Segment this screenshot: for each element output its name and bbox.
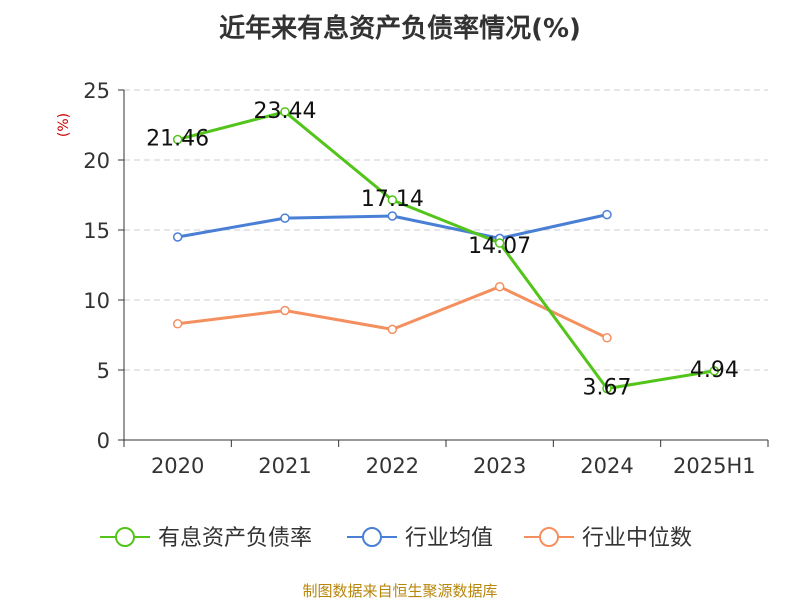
legend-marker	[115, 527, 135, 547]
y-axis-label: (%)	[56, 113, 72, 137]
x-tick-label: 2020	[151, 454, 204, 478]
x-tick-label: 2022	[366, 454, 419, 478]
data-point	[387, 195, 398, 205]
data-point	[280, 213, 290, 223]
chart-title: 近年来有息资产负债率情况(%)	[219, 14, 581, 44]
data-label: 14.07	[468, 234, 531, 259]
legend-marker	[539, 527, 559, 547]
data-label: 17.14	[361, 187, 424, 212]
data-point	[709, 366, 720, 376]
data-point	[602, 333, 612, 343]
x-tick-label: 2023	[473, 454, 526, 478]
source-note: 制图数据来自恒生聚源数据库	[302, 582, 498, 600]
legend-item[interactable]: 行业中位数	[524, 526, 692, 551]
y-tick-label: 25	[83, 79, 110, 103]
data-point	[602, 209, 612, 220]
data-point	[494, 281, 505, 292]
series-lines	[172, 107, 720, 394]
series-line-1	[177, 110, 715, 391]
data-label: 4.94	[690, 358, 739, 383]
y-tick-label: 20	[83, 149, 110, 173]
x-tick-label: 2024	[580, 454, 633, 478]
data-label: 23.44	[254, 99, 317, 124]
data-point	[280, 107, 290, 117]
legend-label: 有息资产负债率	[158, 526, 312, 551]
legend-marker	[362, 527, 382, 547]
legend-item[interactable]: 行业均值	[347, 526, 493, 551]
x-tick-label: 2025H1	[673, 454, 756, 478]
data-point	[280, 305, 290, 316]
data-point	[387, 324, 398, 335]
legend-item[interactable]: 有息资产负债率	[100, 526, 312, 551]
grid-lines	[124, 89, 768, 371]
y-tick-label: 10	[83, 289, 110, 313]
y-tick-label: 0	[97, 429, 110, 453]
data-point	[172, 134, 183, 145]
data-labels: 21.46 23.44 17.14 14.07 3.67 4.94	[146, 99, 739, 401]
legend[interactable]: 有息资产负债率 行业均值 行业中位数	[100, 526, 692, 551]
data-label: 21.46	[146, 127, 209, 152]
data-label: 3.67	[583, 376, 632, 401]
data-point	[172, 319, 183, 329]
y-tick-label: 5	[97, 359, 110, 383]
data-point	[602, 383, 612, 394]
x-tick-label: 2021	[258, 454, 311, 478]
data-point	[494, 238, 505, 248]
axes: 0 5 10 15 20 25 2020 2021 2022 2023 2024 2025H1	[83, 79, 769, 478]
data-point	[387, 211, 398, 221]
y-tick-label: 15	[83, 219, 110, 243]
legend-label: 行业中位数	[582, 526, 692, 551]
data-point	[172, 232, 183, 242]
legend-label: 行业均值	[405, 526, 493, 551]
